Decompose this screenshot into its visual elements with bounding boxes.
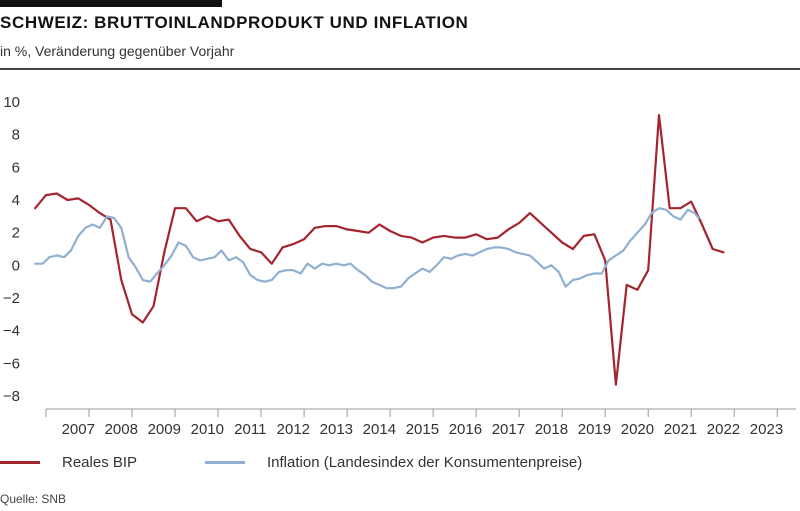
x-tick-label: 2023 [750, 421, 783, 438]
y-tick-label: 10 [3, 94, 20, 111]
x-tick-label: 2009 [148, 421, 181, 438]
y-tick-label: −2 [3, 290, 20, 307]
title-accent-bar [0, 0, 222, 7]
x-tick-label: 2014 [363, 421, 396, 438]
header-rule [0, 68, 800, 70]
x-tick-label: 2020 [621, 421, 654, 438]
x-tick-label: 2010 [191, 421, 224, 438]
x-tick-label: 2007 [62, 421, 95, 438]
line-chart: 10 8 6 4 2 0 −2 −4 −6 −8 2007 2008 2009 2010 2011 2012 2… [3, 94, 796, 438]
legend-label-bip: Reales BIP [62, 454, 138, 471]
y-tick-label: −4 [3, 323, 20, 340]
x-tick-label: 2013 [320, 421, 353, 438]
x-tick-label: 2011 [234, 421, 266, 438]
y-tick-label: 0 [12, 257, 20, 274]
series-line-inflation [34, 207, 700, 290]
legend-swatch-inflation [205, 461, 245, 464]
legend-item-bip: Reales BIP [0, 454, 137, 471]
x-tick-label: 2008 [105, 421, 138, 438]
y-tick-label: −8 [3, 388, 20, 405]
x-tick-label: 2016 [449, 421, 482, 438]
x-tick-label: 2012 [277, 421, 310, 438]
legend-swatch-bip [0, 461, 40, 464]
x-tick-label: 2018 [535, 421, 568, 438]
x-tick-label: 2015 [406, 421, 439, 438]
chart-legend: Reales BIP Inflation (Landesindex der Ko… [0, 454, 800, 478]
y-tick-label: 2 [12, 225, 20, 242]
x-tick-label: 2017 [492, 421, 525, 438]
chart-subtitle: in %, Veränderung gegenüber Vorjahr [0, 43, 235, 59]
series-line-bip [34, 114, 725, 386]
legend-label-inflation: Inflation (Landesindex der Konsumentenpr… [267, 454, 583, 471]
source-note: Quelle: SNB [0, 492, 67, 506]
y-tick-label: 8 [12, 127, 20, 144]
x-tick-label: 2022 [707, 421, 740, 438]
legend-item-inflation: Inflation (Landesindex der Konsumentenpr… [205, 454, 582, 471]
y-tick-label: 6 [12, 159, 20, 176]
x-tick-label: 2019 [578, 421, 611, 438]
y-tick-label: −6 [3, 355, 20, 372]
chart-title: SCHWEIZ: BRUTTOINLANDPRODUKT UND INFLATI… [0, 13, 469, 32]
x-tick-label: 2021 [664, 421, 697, 438]
y-tick-label: 4 [12, 192, 20, 209]
